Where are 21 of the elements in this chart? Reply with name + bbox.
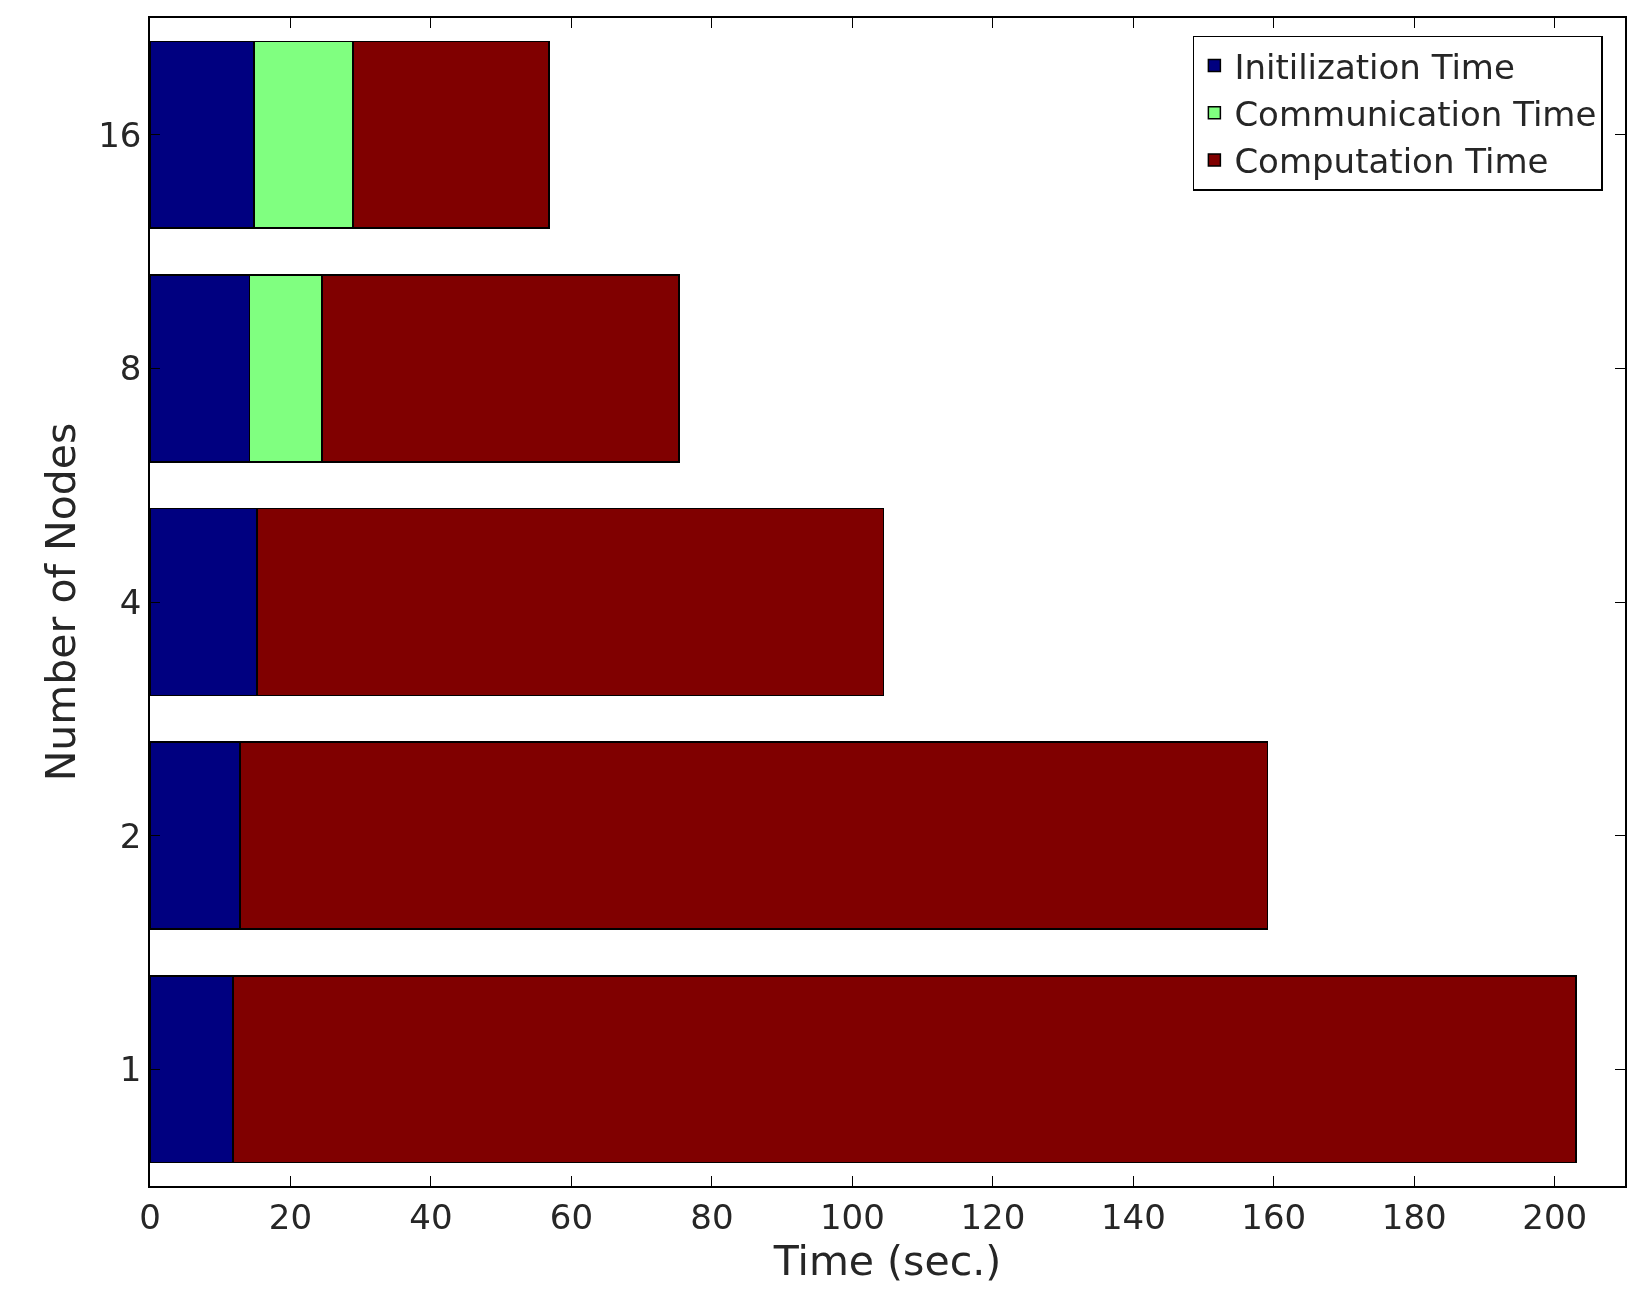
x-tick-label: 80 — [690, 1196, 734, 1237]
y-tick-label: 8 — [119, 348, 142, 389]
x-tick-label: 40 — [409, 1196, 453, 1237]
x-tick-label: 120 — [960, 1196, 1026, 1237]
x-tick-label: 200 — [1522, 1196, 1588, 1237]
x-tick-label: 60 — [549, 1196, 594, 1237]
x-tick-label: 0 — [139, 1196, 161, 1237]
legend-label: Initilization Time — [1234, 46, 1515, 87]
y-tick-label: 1 — [119, 1049, 142, 1090]
y-axis-title: Number of Nodes — [36, 422, 85, 782]
x-tick-label: 180 — [1381, 1196, 1447, 1237]
y-tick-label: 2 — [119, 815, 142, 856]
x-tick-label: 140 — [1100, 1196, 1166, 1237]
x-axis-title: Time (sec.) — [772, 1236, 1002, 1285]
y-tick-label: 16 — [98, 114, 142, 155]
legend-label: Computation Time — [1234, 141, 1549, 182]
y-tick-label: 4 — [119, 581, 142, 622]
x-tick-label: 20 — [268, 1196, 313, 1237]
legend-label: Communication Time — [1234, 94, 1597, 135]
x-tick-label: 100 — [819, 1196, 885, 1237]
x-tick-label: 160 — [1241, 1196, 1307, 1237]
